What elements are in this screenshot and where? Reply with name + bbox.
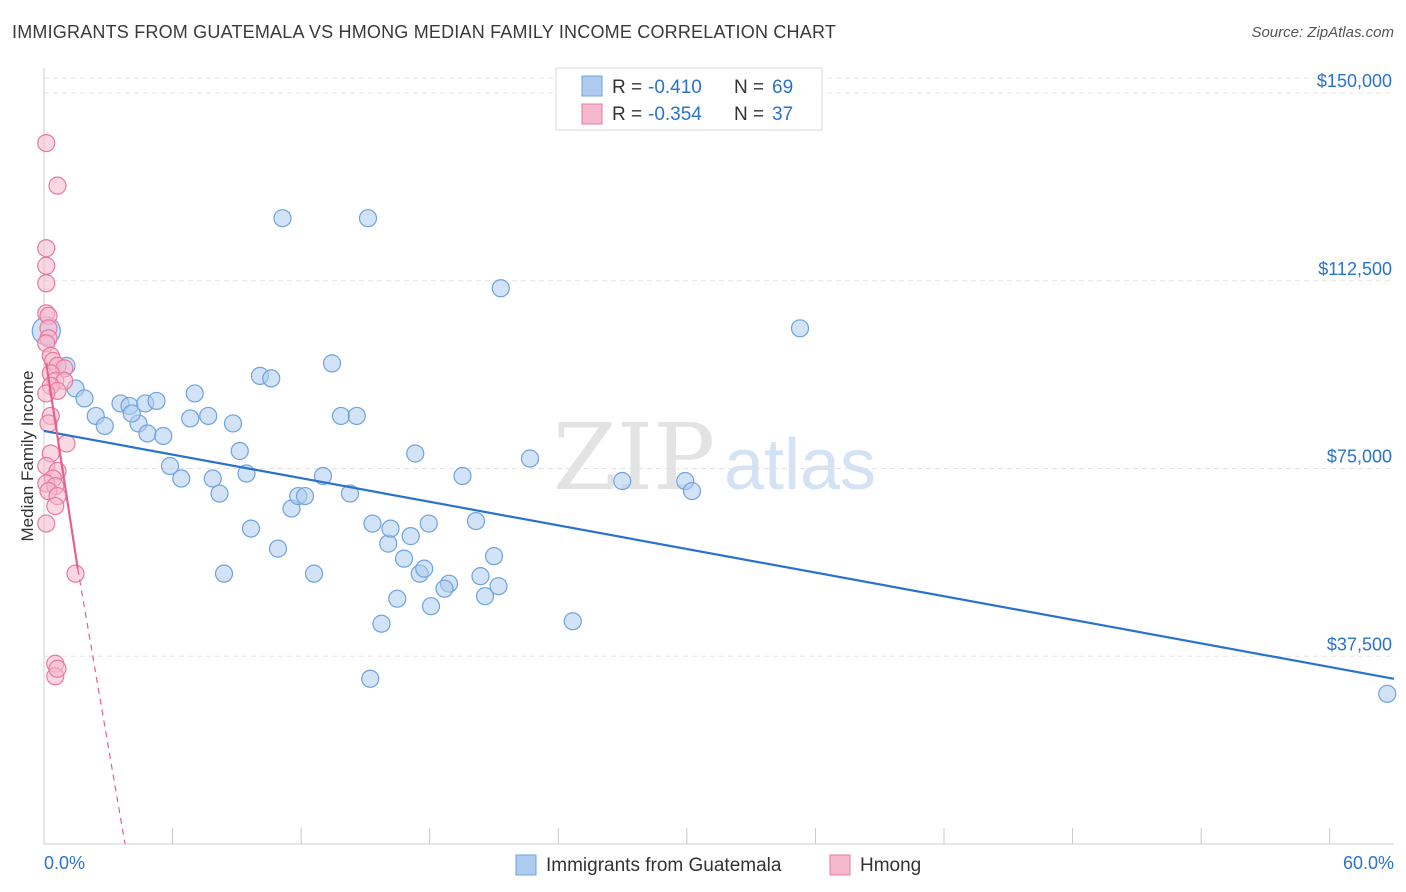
point-hmong	[48, 659, 67, 678]
point-guatemala	[484, 547, 504, 566]
point-guatemala	[138, 424, 157, 443]
point-guatemala	[203, 469, 222, 488]
bottom-legend-swatch-hmong	[829, 854, 851, 876]
legend-swatch-guatemala	[581, 75, 603, 97]
point-guatemala	[394, 549, 414, 568]
point-guatemala	[241, 519, 261, 538]
trendline-hmong-extension	[77, 568, 126, 845]
point-guatemala	[147, 391, 166, 411]
point-hmong	[37, 514, 56, 533]
point-guatemala	[381, 519, 400, 538]
y-axis-title: Median Family Income	[18, 370, 37, 541]
bottom-legend-label-hmong: Hmong	[860, 855, 921, 876]
legend-r-value-1: -0.354	[648, 104, 702, 125]
y-tick-label: $75,000	[1327, 447, 1392, 467]
point-guatemala	[520, 449, 540, 468]
series-guatemala	[31, 209, 1397, 703]
y-tick-labels: $150,000 $112,500 $75,000 $37,500	[1317, 71, 1392, 654]
legend-r-label-0: R =	[612, 77, 642, 98]
point-guatemala	[304, 564, 324, 583]
point-guatemala	[613, 471, 632, 491]
point-guatemala	[214, 564, 234, 583]
point-guatemala	[122, 404, 141, 423]
point-guatemala	[223, 414, 243, 433]
point-hmong	[66, 564, 85, 583]
y-tick-label: $112,500	[1318, 259, 1392, 279]
point-guatemala	[154, 426, 173, 446]
trend-lines	[43, 363, 1395, 845]
point-guatemala	[322, 354, 342, 373]
series-hmong	[37, 133, 85, 686]
x-tick-label-min: 0.0%	[44, 853, 85, 873]
point-guatemala	[406, 444, 425, 463]
point-guatemala	[489, 577, 508, 596]
point-guatemala	[388, 589, 407, 608]
trendline-hmong	[45, 363, 79, 569]
point-guatemala	[295, 486, 315, 506]
point-guatemala	[419, 514, 438, 533]
series-legend: Immigrants from Guatemala Hmong	[515, 854, 921, 876]
point-guatemala	[563, 612, 582, 631]
point-guatemala	[453, 466, 472, 486]
gridlines	[44, 77, 1394, 657]
point-hmong	[46, 496, 65, 516]
point-guatemala	[361, 669, 380, 688]
point-hmong	[37, 274, 56, 293]
point-guatemala	[181, 409, 200, 428]
point-guatemala	[268, 539, 288, 558]
point-guatemala	[435, 579, 454, 598]
point-guatemala	[331, 406, 351, 426]
legend-swatch-hmong	[581, 103, 603, 125]
x-tick-label-max: 60.0%	[1343, 853, 1394, 873]
point-guatemala	[682, 481, 702, 501]
legend-r-label-1: R =	[612, 104, 642, 125]
chart-title: IMMIGRANTS FROM GUATEMALA VS HMONG MEDIA…	[12, 22, 837, 42]
point-guatemala	[75, 389, 94, 408]
point-guatemala	[340, 484, 360, 503]
point-hmong	[37, 256, 56, 275]
legend-r-value-0: -0.410	[648, 77, 702, 98]
point-guatemala	[95, 416, 114, 436]
point-guatemala	[210, 484, 229, 503]
point-guatemala	[471, 567, 490, 586]
point-guatemala	[273, 209, 292, 228]
point-guatemala	[475, 587, 495, 606]
point-guatemala	[1378, 684, 1397, 703]
point-guatemala	[262, 369, 281, 388]
point-guatemala	[415, 559, 434, 578]
watermark-atlas: atlas	[724, 425, 876, 505]
point-guatemala	[421, 597, 441, 616]
bottom-legend-swatch-guatemala	[515, 854, 537, 876]
point-guatemala	[790, 319, 810, 338]
point-hmong	[48, 176, 67, 195]
point-guatemala	[401, 527, 420, 546]
legend-n-label-1: N =	[734, 104, 764, 125]
point-hmong	[37, 239, 56, 258]
legend-n-value-0: 69	[772, 77, 793, 98]
point-guatemala	[185, 384, 204, 403]
point-hmong	[37, 133, 56, 153]
legend-n-value-1: 37	[772, 104, 793, 125]
point-guatemala	[466, 511, 486, 531]
point-guatemala	[358, 209, 378, 228]
point-guatemala	[491, 279, 510, 298]
point-guatemala	[372, 614, 391, 633]
bottom-legend-label-guatemala: Immigrants from Guatemala	[546, 855, 782, 876]
point-guatemala	[172, 469, 191, 488]
point-guatemala	[160, 456, 180, 476]
legend-n-label-0: N =	[734, 77, 764, 98]
y-tick-label: $37,500	[1327, 634, 1392, 654]
point-guatemala	[379, 534, 398, 553]
source-label: Source: ZipAtlas.com	[1251, 24, 1394, 41]
point-guatemala	[347, 406, 366, 426]
point-guatemala	[313, 466, 333, 486]
point-guatemala	[199, 406, 218, 426]
y-tick-label: $150,000	[1317, 71, 1392, 91]
point-guatemala	[363, 514, 382, 533]
point-guatemala	[230, 441, 249, 461]
stats-legend: R = -0.410 N = 69 R = -0.354 N = 37	[555, 67, 823, 131]
x-ticks	[172, 828, 1331, 844]
trendline-guatemala	[43, 429, 1395, 680]
